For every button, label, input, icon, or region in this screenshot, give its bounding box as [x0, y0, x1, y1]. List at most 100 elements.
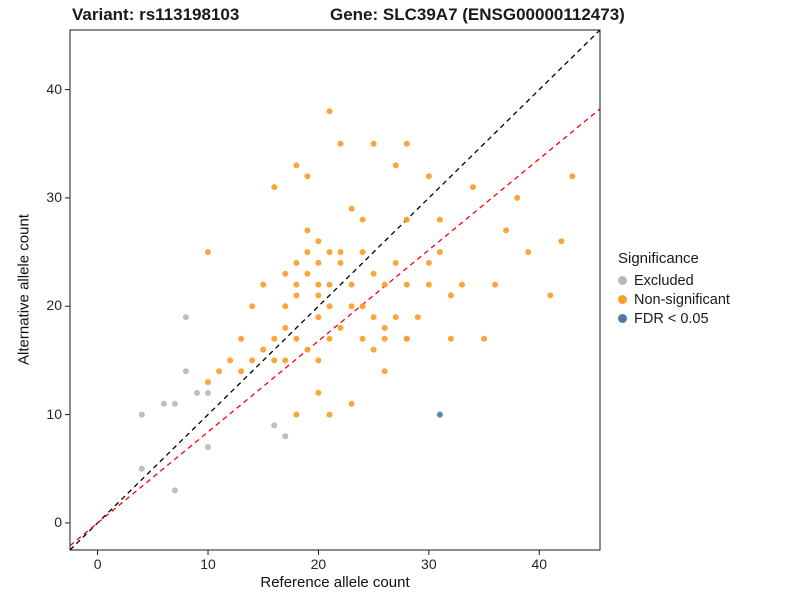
data-point — [326, 108, 333, 115]
data-point — [293, 335, 300, 342]
data-point — [370, 346, 377, 353]
data-point — [315, 314, 322, 321]
data-point — [282, 270, 289, 277]
data-point — [403, 140, 410, 147]
legend-item-excluded: Excluded — [618, 271, 730, 290]
data-point — [304, 249, 311, 256]
x-axis-title: Reference allele count — [260, 574, 410, 591]
data-point — [558, 238, 565, 245]
axis-ticks — [65, 89, 540, 555]
y-tick-label: 0 — [54, 513, 62, 530]
reference-lines — [70, 30, 600, 550]
data-point — [304, 346, 311, 353]
data-point — [470, 184, 476, 191]
data-point — [271, 335, 278, 342]
data-point — [315, 389, 322, 396]
data-point — [160, 400, 167, 407]
data-point — [414, 314, 421, 321]
scatter-points — [138, 108, 576, 494]
data-point — [359, 303, 366, 310]
data-point — [392, 314, 399, 321]
legend-item-label: Non-significant — [634, 291, 730, 308]
data-point — [381, 281, 388, 288]
data-point — [315, 259, 322, 266]
data-point — [447, 335, 454, 342]
legend-item-fdr: FDR < 0.05 — [618, 309, 730, 328]
data-point — [260, 281, 267, 288]
data-point — [370, 140, 377, 147]
data-point — [348, 281, 355, 288]
data-point — [315, 292, 322, 299]
data-point — [194, 389, 200, 396]
data-point — [304, 173, 311, 180]
data-point — [370, 270, 377, 277]
data-point — [348, 303, 355, 310]
non-significant-dot-icon — [618, 295, 627, 304]
data-point — [205, 444, 211, 451]
data-point — [569, 173, 576, 180]
data-point — [326, 411, 333, 418]
data-point — [381, 368, 388, 375]
data-point — [293, 259, 300, 266]
data-point — [293, 281, 300, 288]
data-point — [392, 259, 399, 266]
x-tick-label: 20 — [310, 556, 327, 572]
data-point — [293, 292, 300, 299]
data-point — [205, 249, 211, 256]
y-tick-label: 30 — [46, 188, 62, 205]
legend-item-non-significant: Non-significant — [618, 290, 730, 309]
data-point — [403, 281, 410, 288]
legend-item-label: FDR < 0.05 — [634, 310, 709, 327]
x-tick-label: 0 — [93, 556, 102, 572]
data-point — [238, 335, 245, 342]
legend-title: Significance — [618, 250, 699, 267]
excluded-dot-icon — [618, 276, 627, 285]
data-point — [315, 357, 322, 364]
data-point — [436, 216, 443, 223]
data-point — [282, 357, 289, 364]
x-tick-label: 40 — [531, 556, 548, 572]
data-point — [282, 433, 289, 440]
data-point — [425, 281, 432, 288]
data-point — [370, 314, 377, 321]
data-point — [459, 281, 465, 288]
data-point — [271, 357, 278, 364]
data-point — [381, 324, 388, 331]
data-point — [293, 162, 300, 169]
data-point — [326, 303, 333, 310]
data-point — [238, 368, 245, 375]
data-point — [359, 216, 366, 223]
data-point — [293, 411, 300, 418]
data-point — [249, 303, 256, 310]
data-point — [337, 140, 344, 147]
data-point — [381, 335, 388, 342]
data-point — [282, 303, 289, 310]
data-point — [182, 314, 189, 321]
data-point — [304, 227, 311, 234]
data-point — [282, 324, 289, 331]
data-point — [403, 335, 410, 342]
data-point — [547, 292, 554, 299]
data-point — [337, 259, 344, 266]
data-point — [348, 400, 355, 407]
data-point — [315, 238, 322, 245]
data-point — [525, 249, 532, 256]
data-point — [514, 194, 521, 201]
data-point — [171, 400, 178, 407]
data-point — [348, 205, 355, 212]
data-point — [171, 487, 178, 494]
data-point — [326, 335, 333, 342]
data-point — [481, 335, 488, 342]
data-point — [436, 249, 443, 256]
variant-title: Variant: rs113198103 — [72, 5, 240, 24]
data-point — [260, 346, 267, 353]
y-axis-title: Alternative allele count — [15, 214, 33, 365]
data-point — [315, 281, 322, 288]
legend: Significance Excluded Non-significant FD… — [618, 250, 730, 328]
data-point — [337, 324, 344, 331]
data-point — [304, 270, 311, 277]
fdr-dot-icon — [618, 314, 627, 323]
data-point — [392, 162, 399, 169]
data-point — [492, 281, 499, 288]
